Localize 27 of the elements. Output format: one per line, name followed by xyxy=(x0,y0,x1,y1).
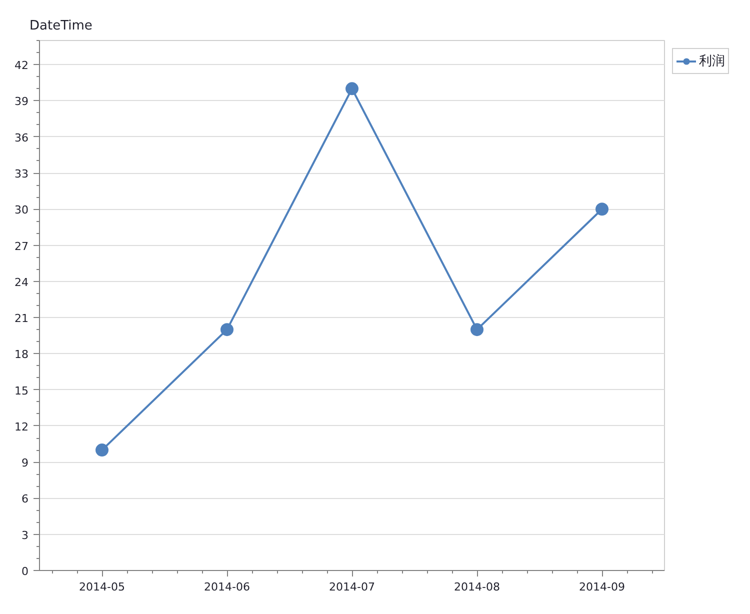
chart-title: DateTime xyxy=(30,18,92,34)
point xyxy=(220,323,234,336)
y-tick-label: 42 xyxy=(14,59,29,72)
x-tick-label: 2014-09 xyxy=(579,580,625,594)
y-tick-label: 27 xyxy=(14,240,29,253)
point xyxy=(96,444,108,457)
y-tick-label: 24 xyxy=(14,276,29,289)
y-tick-label: 0 xyxy=(22,565,28,578)
legend-label: 利润 xyxy=(699,53,725,70)
y-tick-label: 3 xyxy=(22,528,28,542)
y-tick-label: 21 xyxy=(14,312,29,326)
point xyxy=(470,323,484,336)
y-tick-label: 18 xyxy=(14,348,29,362)
y-tick-label: 15 xyxy=(14,384,29,398)
y-tick-label: 36 xyxy=(14,131,29,144)
point xyxy=(596,202,608,216)
y-tick-label: 9 xyxy=(22,456,28,470)
x-tick-label: 2014-06 xyxy=(204,580,250,594)
y-tick-label: 30 xyxy=(14,204,29,217)
y-tick-label: 6 xyxy=(22,492,28,506)
x-tick-label: 2014-05 xyxy=(79,580,125,594)
y-tick-label: 39 xyxy=(14,95,29,108)
y-tick-label: 33 xyxy=(14,168,29,180)
x-tick-label: 2014-07 xyxy=(329,580,375,594)
y-tick-label: 12 xyxy=(14,420,29,434)
point xyxy=(346,82,358,96)
x-tick-label: 2014-08 xyxy=(454,580,500,594)
